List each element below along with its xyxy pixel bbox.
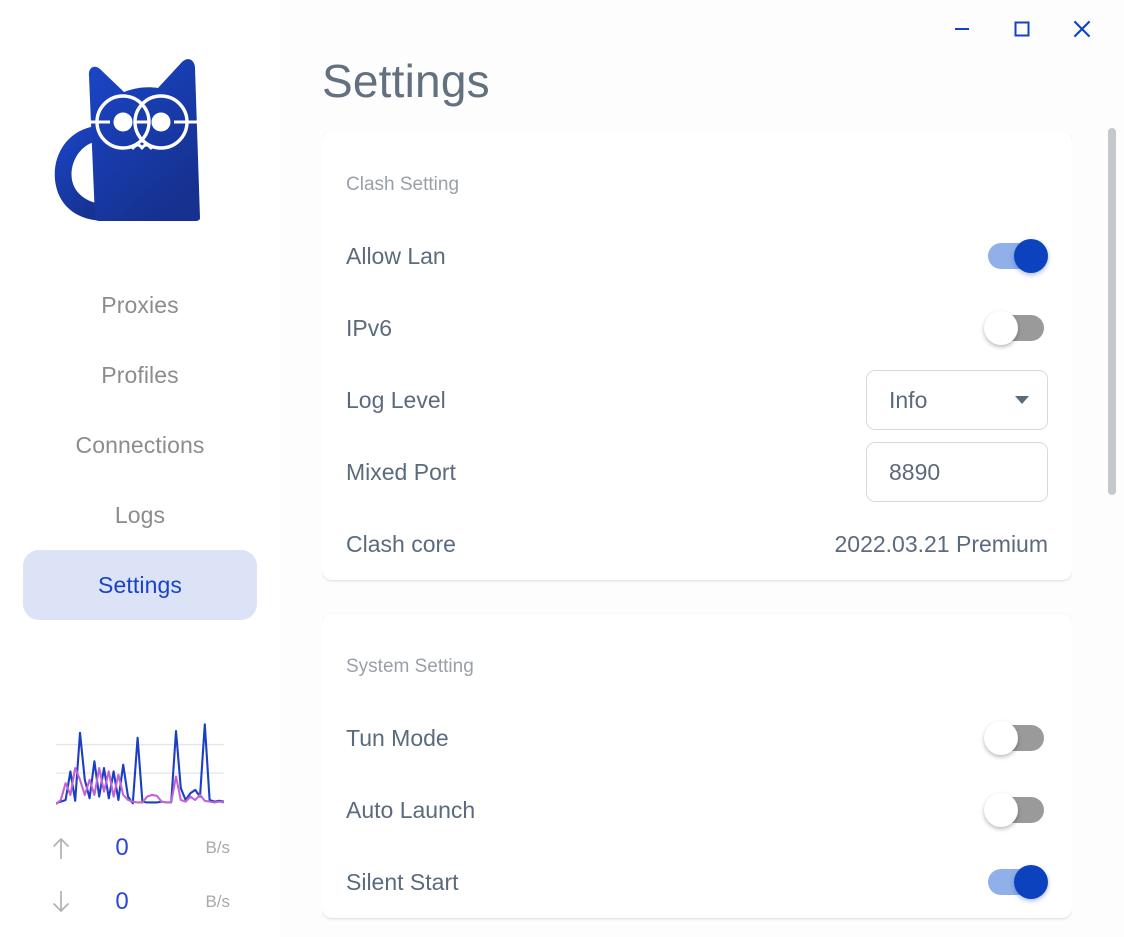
row-allow-lan: Allow Lan <box>346 220 1048 292</box>
chevron-down-icon <box>1015 396 1029 404</box>
auto-launch-toggle[interactable] <box>984 793 1048 827</box>
clash-core-version: 2022.03.21 Premium <box>834 530 1048 557</box>
row-label: Silent Start <box>346 868 459 895</box>
traffic-chart <box>56 715 224 809</box>
sidebar-nav: Proxies Profiles Connections Logs Settin… <box>0 270 280 620</box>
arrow-down-icon <box>50 889 80 915</box>
sidebar: Proxies Profiles Connections Logs Settin… <box>0 0 280 937</box>
sidebar-item-label: Settings <box>98 571 182 598</box>
allow-lan-toggle[interactable] <box>986 239 1048 273</box>
ipv6-toggle[interactable] <box>984 311 1048 345</box>
card-title: Clash Setting <box>346 174 460 195</box>
mixed-port-input[interactable] <box>866 442 1048 502</box>
toggle-thumb <box>984 311 1018 345</box>
upload-speed-row: 0 B/s <box>50 821 230 875</box>
system-setting-card: System Setting Tun Mode Auto Launch <box>322 614 1072 918</box>
app-logo <box>40 18 240 226</box>
sidebar-item-label: Profiles <box>101 361 179 388</box>
sidebar-item-connections[interactable]: Connections <box>23 410 257 480</box>
close-icon <box>1073 20 1091 38</box>
maximize-button[interactable] <box>1002 9 1042 49</box>
minimize-icon <box>955 28 969 30</box>
upload-speed-unit: B/s <box>205 838 230 857</box>
silent-start-toggle[interactable] <box>986 865 1048 899</box>
tun-mode-toggle[interactable] <box>984 721 1048 755</box>
row-ipv6: IPv6 <box>346 292 1048 364</box>
main-content: Settings Clash Setting Allow Lan IPv6 <box>280 0 1124 937</box>
toggle-thumb <box>984 793 1018 827</box>
row-tun-mode: Tun Mode <box>346 702 1048 774</box>
row-label: Tun Mode <box>346 724 449 751</box>
arrow-up-icon <box>50 835 80 861</box>
row-auto-launch: Auto Launch <box>346 774 1048 846</box>
chart-series-upload <box>56 766 224 805</box>
sidebar-item-label: Connections <box>75 431 205 458</box>
log-level-value: Info <box>889 386 928 413</box>
sidebar-item-profiles[interactable]: Profiles <box>23 340 257 410</box>
row-label: Auto Launch <box>346 796 476 823</box>
traffic-chart-svg <box>56 723 224 805</box>
toggle-thumb <box>1014 865 1048 899</box>
sidebar-item-proxies[interactable]: Proxies <box>23 270 257 340</box>
clash-verge-cat-logo-icon <box>54 59 200 221</box>
row-log-level: Log Level Info <box>346 364 1048 436</box>
log-level-select[interactable]: Info <box>866 370 1048 430</box>
settings-scroll-area: Clash Setting Allow Lan IPv6 <box>322 132 1072 922</box>
row-clash-core: Clash core 2022.03.21 Premium <box>346 508 1048 580</box>
page-title: Settings <box>322 55 490 107</box>
row-label: IPv6 <box>346 314 393 341</box>
sidebar-item-label: Proxies <box>101 291 179 318</box>
traffic-widget: 0 B/s 0 B/s <box>0 715 280 929</box>
row-label: Allow Lan <box>346 242 446 269</box>
toggle-thumb <box>1014 239 1048 273</box>
row-mixed-port: Mixed Port <box>346 436 1048 508</box>
minimize-button[interactable] <box>942 9 982 49</box>
close-button[interactable] <box>1062 9 1102 49</box>
row-label: Mixed Port <box>346 458 456 485</box>
scrollbar-thumb[interactable] <box>1108 128 1116 495</box>
window-controls <box>942 0 1124 58</box>
main-scrollbar[interactable] <box>1108 100 1116 800</box>
toggle-thumb <box>984 721 1018 755</box>
download-speed-value: 0 <box>115 888 129 915</box>
sidebar-item-settings[interactable]: Settings <box>23 550 257 620</box>
row-label: Log Level <box>346 386 446 413</box>
card-title: System Setting <box>346 656 474 677</box>
maximize-icon <box>1014 21 1030 37</box>
sidebar-item-label: Logs <box>114 501 166 528</box>
download-speed-unit: B/s <box>205 892 230 911</box>
row-silent-start: Silent Start <box>346 846 1048 918</box>
upload-speed-value: 0 <box>115 834 129 861</box>
clash-setting-card: Clash Setting Allow Lan IPv6 <box>322 132 1072 580</box>
chart-series-download <box>56 723 224 805</box>
download-speed-row: 0 B/s <box>50 875 230 929</box>
row-label: Clash core <box>346 530 456 557</box>
sidebar-item-logs[interactable]: Logs <box>23 480 257 550</box>
